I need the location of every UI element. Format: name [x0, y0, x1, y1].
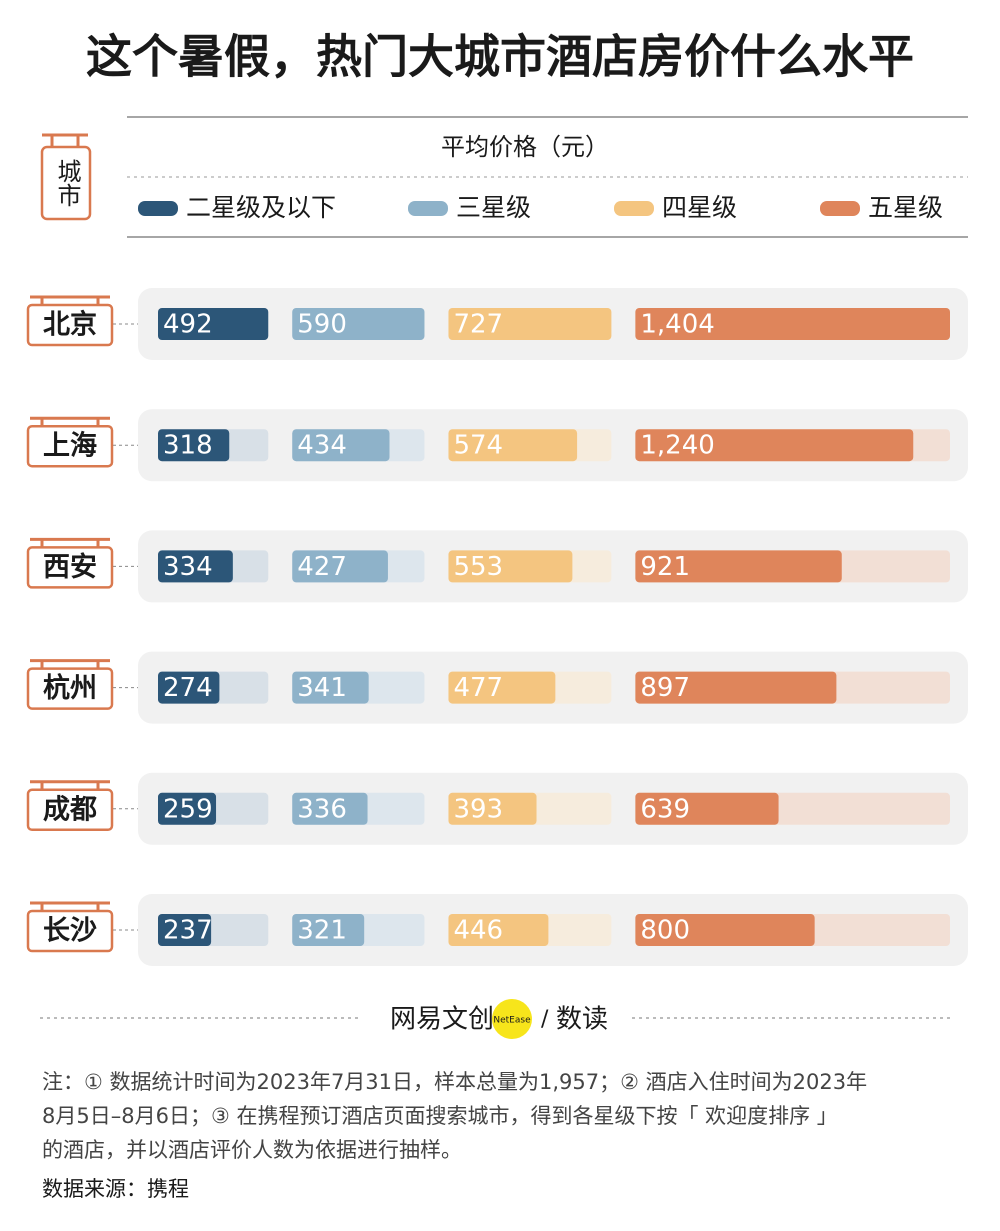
source: 数据来源：携程 [42, 1177, 189, 1201]
legend-label: 三星级 [456, 193, 531, 222]
city-sign [26, 788, 114, 832]
value-label: 446 [453, 916, 503, 946]
legend-swatch [614, 201, 654, 216]
value-label: 274 [163, 673, 213, 703]
category-label: 杭州 [43, 672, 97, 704]
bar [448, 914, 549, 946]
bar [158, 308, 269, 340]
bar [635, 914, 815, 946]
note-line: 的酒店，并以酒店评价人数为依据进行抽样。 [42, 1138, 462, 1162]
category-label: 北京 [43, 309, 97, 341]
category-label: 上海 [43, 431, 97, 462]
city-sign [26, 667, 114, 710]
value-label: 492 [163, 310, 213, 340]
value-label: 727 [453, 310, 503, 340]
bar [158, 550, 233, 583]
chart-title: 这个暑假，热门大城市酒店房价什么水平 [86, 30, 914, 84]
bar [158, 429, 230, 462]
value-label: 393 [453, 794, 503, 824]
value-label: 259 [163, 794, 213, 824]
bar [158, 671, 220, 704]
category-label: 长沙 [43, 916, 97, 947]
value-label: 318 [163, 431, 213, 461]
value-label: 553 [453, 552, 503, 582]
bar [448, 792, 537, 825]
value-label: 336 [297, 794, 347, 824]
category-header-sign: 城市 [40, 133, 92, 221]
bar [635, 429, 914, 462]
bar [292, 671, 369, 704]
note-line: 注：① 数据统计时间为2023年7月31日，样本总量为1,957；② 酒店入住时… [42, 1070, 867, 1094]
bar [158, 914, 212, 946]
value-label: 800 [640, 916, 690, 946]
value-axis-label: 平均价格（元） [441, 133, 609, 161]
brand-badge [492, 999, 532, 1039]
legend-label: 二星级及以下 [186, 193, 336, 222]
city-sign [26, 909, 114, 953]
bar [635, 792, 779, 825]
brand-column: 数读 [556, 1005, 608, 1035]
bar [448, 671, 556, 704]
bar [292, 792, 368, 825]
category-axis-label: 城市 [53, 159, 81, 207]
brand-name: 网易文创 [390, 1005, 494, 1035]
bar [635, 671, 837, 704]
bar [448, 308, 612, 340]
bar [292, 429, 390, 462]
bar [635, 308, 950, 340]
value-label: 334 [163, 552, 213, 582]
bar [158, 792, 217, 825]
city-sign [26, 303, 114, 347]
value-label: 1,404 [640, 310, 714, 340]
value-label: 590 [297, 310, 347, 340]
bar [448, 429, 578, 462]
value-label: 639 [640, 794, 690, 824]
value-label: 921 [640, 552, 690, 582]
value-label: 897 [640, 673, 690, 703]
value-label: 1,240 [640, 431, 714, 461]
category-label: 西安 [43, 552, 97, 583]
brand-badge-text: NetEase [493, 1016, 531, 1026]
brand-slash: / [541, 1007, 549, 1032]
value-label: 477 [453, 673, 503, 703]
value-label: 341 [297, 673, 347, 703]
bar [292, 914, 365, 946]
legend-label: 五星级 [868, 193, 943, 222]
value-label: 321 [297, 916, 347, 946]
value-label: 434 [297, 431, 347, 461]
bar [448, 550, 573, 583]
bar [635, 550, 842, 583]
note-line: 8月5日–8月6日；③ 在携程预订酒店页面搜索城市，得到各星级下按「 欢迎度排序… [42, 1104, 838, 1128]
legend-swatch [408, 201, 448, 216]
city-sign [26, 546, 114, 589]
value-label: 427 [297, 552, 347, 582]
city-sign [26, 424, 114, 468]
bar [292, 550, 388, 583]
legend-label: 四星级 [662, 193, 737, 222]
category-label: 成都 [43, 794, 97, 825]
legend-swatch [138, 201, 178, 216]
bar [292, 308, 425, 340]
value-label: 574 [453, 431, 503, 461]
legend-swatch [820, 201, 860, 216]
value-label: 237 [163, 916, 213, 946]
